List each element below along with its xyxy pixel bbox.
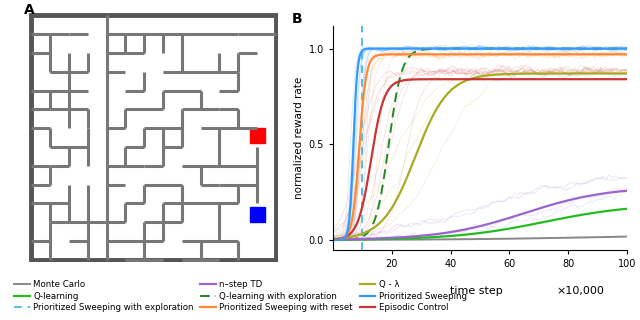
Text: B: B [292, 12, 302, 26]
Text: ×10,000: ×10,000 [557, 286, 605, 296]
Text: time step: time step [451, 286, 503, 296]
Text: A: A [24, 3, 35, 17]
Bar [250, 207, 264, 222]
Y-axis label: normalized reward rate: normalized reward rate [294, 76, 304, 199]
Bar [250, 128, 264, 143]
FancyBboxPatch shape [31, 15, 276, 260]
Legend: Monte Carlo, Q-learning, Prioritized Sweeping with exploration, n–step TD, Q-lea: Monte Carlo, Q-learning, Prioritized Swe… [11, 276, 470, 316]
